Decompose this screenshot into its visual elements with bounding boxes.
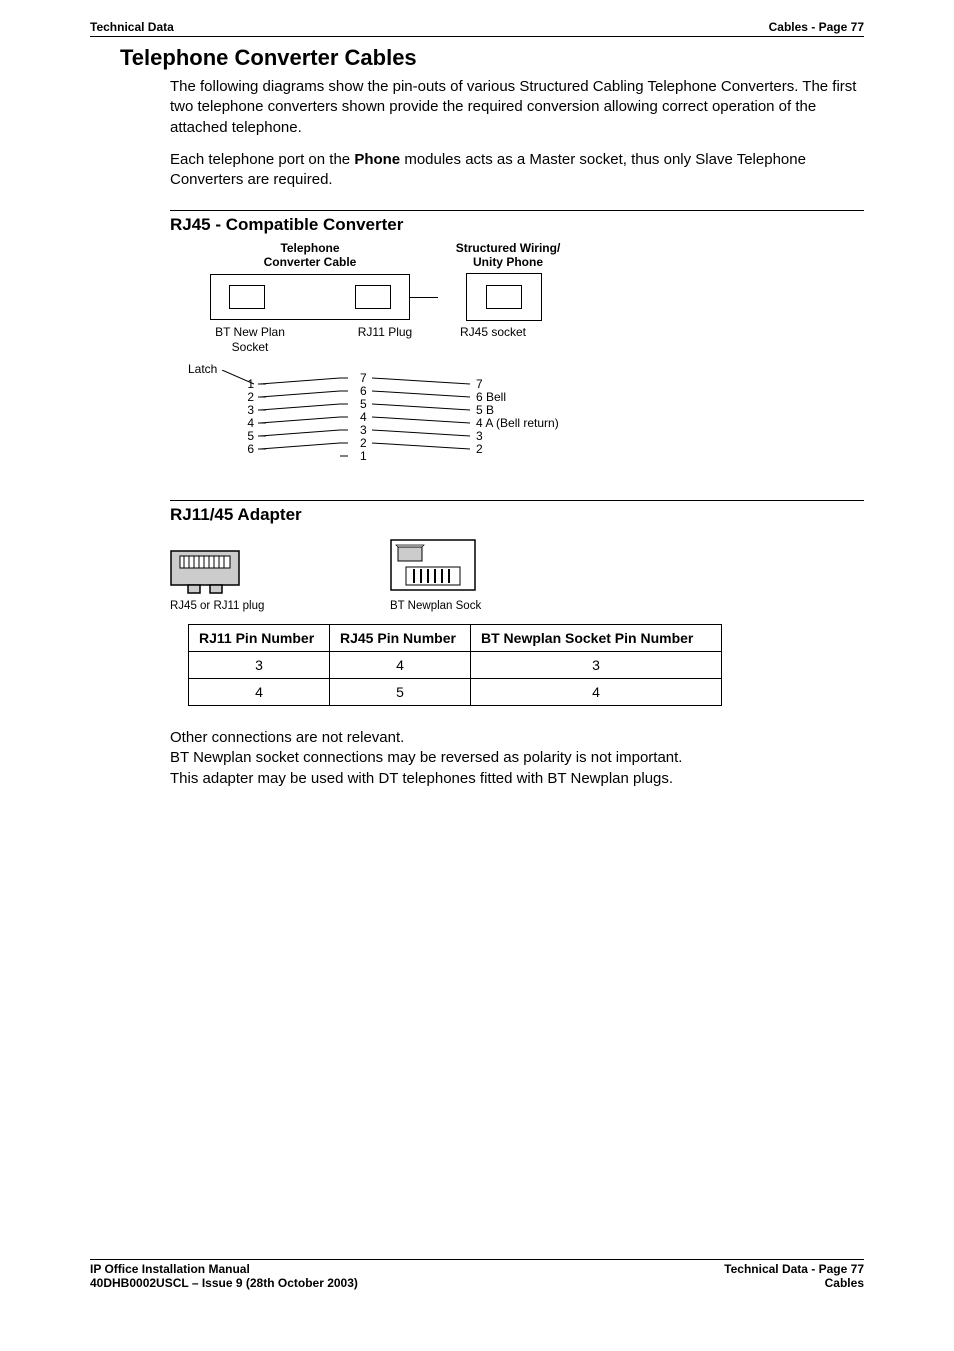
svg-text:1: 1 [247, 377, 254, 391]
footer-left-1: IP Office Installation Manual [90, 1262, 358, 1276]
svg-text:4: 4 [360, 410, 367, 424]
rj45-socket-icon [486, 285, 522, 309]
footer-left-2: 40DHB0002USCL – Issue 9 (28th October 20… [90, 1276, 358, 1290]
top-label-right: Structured Wiring/ Unity Phone [438, 241, 578, 269]
top-label-left: Telephone Converter Cable [210, 241, 410, 269]
adapter-cap-left: RJ45 or RJ11 plug [170, 600, 370, 612]
bt-socket-icon [229, 285, 265, 309]
pin-table-head: RJ11 Pin Number RJ45 Pin Number BT Newpl… [189, 625, 722, 652]
cell: 3 [471, 652, 722, 679]
header-left: Technical Data [90, 20, 174, 34]
svg-text:2: 2 [360, 436, 367, 450]
footer-right-2: Cables [724, 1276, 864, 1290]
converter-top-labels: Telephone Converter Cable Structured Wir… [210, 241, 864, 269]
footer: IP Office Installation Manual 40DHB0002U… [90, 1259, 864, 1290]
rj-plug-icon [170, 550, 250, 594]
svg-text:3: 3 [476, 429, 483, 443]
converter-cable-box [210, 274, 410, 320]
notes-block: Other connections are not relevant. BT N… [170, 728, 864, 789]
footer-right: Technical Data - Page 77 Cables [724, 1262, 864, 1290]
rj45-socket-box [466, 273, 542, 321]
cell: 4 [330, 652, 471, 679]
svg-text:4 A (Bell return): 4 A (Bell return) [476, 416, 559, 430]
intro-para-2: Each telephone port on the Phone modules… [170, 150, 864, 191]
section-divider-1 [170, 210, 864, 211]
intro-2a: Each telephone port on the [170, 151, 354, 168]
header-right: Cables - Page 77 [769, 20, 864, 34]
svg-text:7: 7 [360, 371, 367, 385]
cell: 4 [189, 679, 330, 706]
note-3: This adapter may be used with DT telepho… [170, 769, 864, 789]
svg-text:5: 5 [247, 429, 254, 443]
pin-diagram: 123456765432176 Bell5 B4 A (Bell return)… [210, 370, 650, 480]
rj11-plug-icon [355, 285, 391, 309]
connector-line [410, 297, 438, 298]
note-1: Other connections are not relevant. [170, 728, 864, 748]
adapter-heading: RJ11/45 Adapter [170, 505, 864, 525]
table-row: 4 5 4 [189, 679, 722, 706]
pin-table-body: 3 4 3 4 5 4 [189, 652, 722, 706]
th-rj11: RJ11 Pin Number [189, 625, 330, 652]
sublabel-left: BT New Plan Socket [210, 325, 290, 354]
svg-text:5: 5 [360, 397, 367, 411]
svg-text:4: 4 [247, 416, 254, 430]
th-rj45: RJ45 Pin Number [330, 625, 471, 652]
svg-text:2: 2 [476, 442, 483, 456]
adapter-icons [170, 539, 864, 594]
footer-right-1: Technical Data - Page 77 [724, 1262, 864, 1276]
svg-text:6: 6 [360, 384, 367, 398]
footer-left: IP Office Installation Manual 40DHB0002U… [90, 1262, 358, 1290]
bt-socket-icon [390, 539, 470, 594]
svg-text:1: 1 [360, 449, 367, 463]
intro-2-bold: Phone [354, 151, 400, 168]
page-title: Telephone Converter Cables [120, 45, 864, 71]
adapter-captions: RJ45 or RJ11 plug BT Newplan Sock [170, 600, 864, 612]
svg-text:2: 2 [247, 390, 254, 404]
pin-table: RJ11 Pin Number RJ45 Pin Number BT Newpl… [188, 624, 722, 706]
table-row: 3 4 3 [189, 652, 722, 679]
intro-para-1: The following diagrams show the pin-outs… [170, 77, 864, 138]
svg-text:5 B: 5 B [476, 403, 494, 417]
converter-diagram: Telephone Converter Cable Structured Wir… [210, 241, 864, 480]
svg-text:3: 3 [247, 403, 254, 417]
sublabel-right: RJ45 socket [458, 325, 528, 354]
converter-sublabels: BT New Plan Socket RJ11 Plug RJ45 socket [210, 325, 864, 354]
svg-text:7: 7 [476, 377, 483, 391]
svg-text:3: 3 [360, 423, 367, 437]
section-divider-2 [170, 500, 864, 501]
cell: 3 [189, 652, 330, 679]
sublabel-mid: RJ11 Plug [350, 325, 420, 354]
th-bt: BT Newplan Socket Pin Number [471, 625, 722, 652]
converter-boxes [210, 273, 864, 321]
rj45-heading: RJ45 - Compatible Converter [170, 215, 864, 235]
adapter-cap-right: BT Newplan Sock [390, 600, 481, 612]
svg-text:6: 6 [247, 442, 254, 456]
note-2: BT Newplan socket connections may be rev… [170, 748, 864, 768]
page: Technical Data Cables - Page 77 Telephon… [0, 0, 954, 1310]
svg-text:6 Bell: 6 Bell [476, 390, 506, 404]
top-header: Technical Data Cables - Page 77 [90, 20, 864, 37]
cell: 5 [330, 679, 471, 706]
cell: 4 [471, 679, 722, 706]
pin-diagram-svg: 123456765432176 Bell5 B4 A (Bell return)… [210, 370, 650, 480]
